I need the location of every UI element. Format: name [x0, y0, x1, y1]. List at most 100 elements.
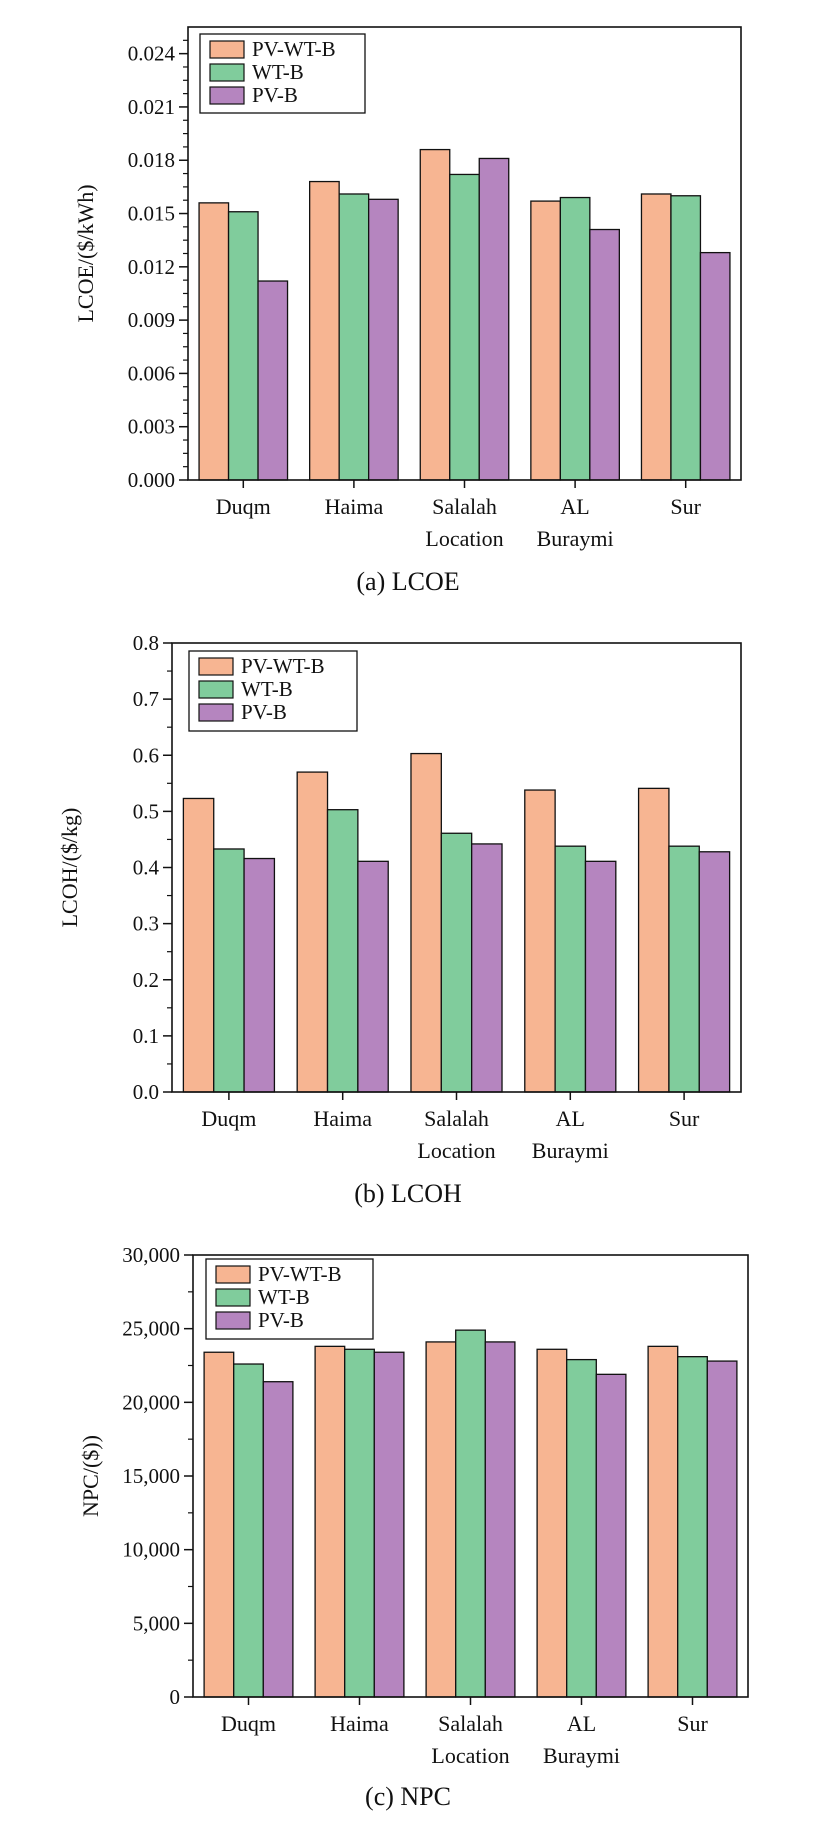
y-tick-label: 0 [170, 1685, 181, 1709]
y-tick-label: 10,000 [122, 1538, 180, 1562]
bar-pv-wt-b [182, 797, 215, 1093]
y-axis-label: NPC/($)) [78, 1435, 103, 1517]
bar-pv-b [706, 1360, 738, 1698]
y-tick-label: 0.003 [128, 415, 175, 439]
plot-frame [171, 642, 742, 1093]
legend-swatch [198, 680, 234, 699]
bar-pv-wt-b [425, 1341, 457, 1698]
legend-label: PV-WT-B [258, 1262, 342, 1286]
plot-frame [192, 1254, 749, 1698]
x-tick-label: AL Buraymi [543, 1711, 620, 1768]
bar-wt-b [338, 193, 370, 481]
bar-pv-wt-b [524, 789, 556, 1093]
bar-pv-wt-b [309, 180, 340, 481]
x-tick-label: Salalah Location [417, 1106, 495, 1163]
x-tick-label: Duqm [216, 494, 271, 519]
x-tick-label: Sur [669, 1106, 700, 1131]
legend-swatch [215, 1265, 251, 1284]
bar-wt-b [677, 1356, 708, 1698]
bar-pv-b [584, 860, 617, 1093]
bar-wt-b [227, 211, 259, 481]
bar-pv-b [698, 851, 731, 1093]
legend-label: WT-B [258, 1285, 310, 1309]
bar-wt-b [455, 1329, 486, 1698]
x-tick-label: Haima [330, 1711, 389, 1736]
bar-wt-b [559, 196, 591, 481]
bar-pv-wt-b [296, 771, 329, 1093]
y-tick-label: 0.000 [128, 468, 175, 492]
bar-pv-b [589, 228, 620, 481]
bar-pv-b [257, 280, 289, 481]
y-tick-label: 0.012 [128, 255, 175, 279]
y-tick-label: 0.006 [128, 361, 175, 385]
bar-pv-b [699, 251, 731, 481]
bar-pv-wt-b [637, 787, 670, 1093]
y-tick-label: 0.018 [128, 148, 175, 172]
x-tick-label: AL Buraymi [537, 494, 614, 551]
bar-wt-b [554, 845, 587, 1093]
bar-pv-wt-b [198, 202, 230, 481]
bar-pv-b [595, 1373, 627, 1698]
x-tick-label: Haima [325, 494, 384, 519]
bar-pv-wt-b [419, 148, 451, 481]
legend-swatch [215, 1288, 251, 1307]
legend-swatch [215, 1311, 251, 1330]
bar-pv-wt-b [410, 752, 442, 1093]
x-tick-label: Sur [670, 494, 701, 519]
y-tick-label: 0.7 [133, 687, 159, 711]
legend-label: PV-B [252, 83, 298, 107]
y-tick-label: 0.0 [133, 1080, 159, 1104]
bar-pv-wt-b [530, 200, 562, 481]
bar-wt-b [344, 1348, 375, 1698]
chart-panel-3: 0 5,000 10,000 15,000 20,000 25,000 30,000 Duqm… [78, 1243, 749, 1811]
y-tick-label: 0.024 [128, 42, 176, 66]
bar-pv-b [243, 857, 276, 1093]
y-tick-label: 0.8 [133, 631, 159, 655]
x-tick-label: Salalah Location [425, 494, 503, 551]
y-tick-label: 15,000 [122, 1464, 180, 1488]
legend-swatch [209, 40, 245, 59]
x-tick-label: Duqm [201, 1106, 256, 1131]
y-tick-label: 0.015 [128, 202, 175, 226]
bar-pv-b [262, 1381, 294, 1698]
legend: PV-WT-BWT-BPV-B [188, 650, 358, 732]
y-tick-label: 0.5 [133, 799, 159, 823]
x-tick-label: AL Buraymi [532, 1106, 609, 1163]
bar-wt-b [233, 1363, 264, 1698]
figure-caption: (c) NPC [365, 1782, 451, 1811]
y-tick-label: 0.021 [128, 95, 175, 119]
legend-label: WT-B [241, 677, 293, 701]
bar-wt-b [449, 173, 480, 481]
bar-pv-b [484, 1341, 516, 1698]
y-tick-label: 0.009 [128, 308, 175, 332]
legend-label: PV-WT-B [241, 654, 325, 678]
x-tick-label: Duqm [221, 1711, 276, 1736]
bar-wt-b [213, 848, 245, 1093]
plot-frame [187, 26, 742, 481]
legend-label: WT-B [252, 60, 304, 84]
y-axis-label: LCOH/($/kg) [57, 808, 82, 928]
legend-label: PV-WT-B [252, 37, 336, 61]
bar-wt-b [668, 845, 700, 1093]
y-tick-label: 0.4 [133, 856, 160, 880]
bar-pv-wt-b [536, 1348, 568, 1698]
bar-pv-b [357, 860, 389, 1093]
y-tick-label: 0.1 [133, 1024, 159, 1048]
legend-swatch [198, 657, 234, 676]
y-tick-label: 0.3 [133, 912, 159, 936]
figure-caption: (a) LCOE [356, 567, 459, 596]
legend-swatch [198, 703, 234, 722]
y-tick-label: 0.6 [133, 743, 159, 767]
legend-label: PV-B [241, 700, 287, 724]
bar-wt-b [670, 195, 702, 481]
bar-pv-b [367, 198, 399, 481]
bar-pv-wt-b [647, 1345, 679, 1698]
legend-swatch [209, 63, 245, 82]
x-tick-label: Sur [677, 1711, 708, 1736]
bar-pv-b [478, 157, 510, 481]
y-tick-label: 30,000 [122, 1243, 180, 1267]
x-tick-label: Haima [313, 1106, 372, 1131]
y-tick-label: 0.2 [133, 968, 159, 992]
y-tick-label: 20,000 [122, 1390, 180, 1414]
